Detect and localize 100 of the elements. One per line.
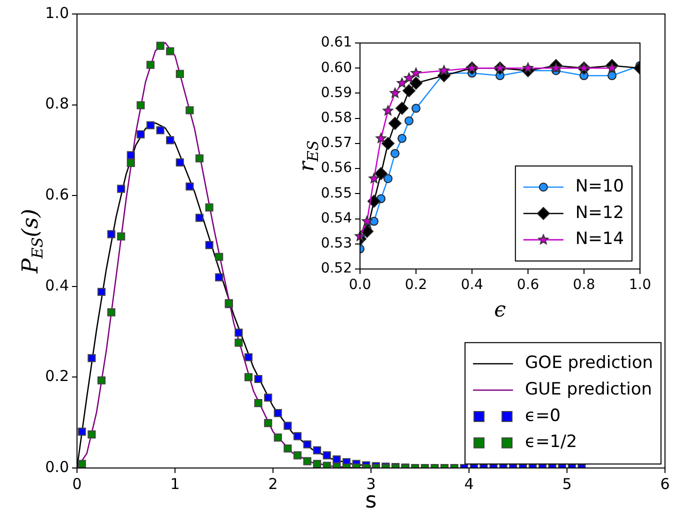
point — [384, 174, 392, 184]
legend-label: ϵ=1/2 — [525, 432, 578, 452]
y-tick-label: 0.56 — [320, 160, 352, 176]
point — [410, 76, 422, 90]
point — [195, 154, 204, 162]
x-tick-label: 2 — [268, 474, 278, 493]
point — [438, 65, 450, 76]
point — [176, 70, 184, 78]
point — [126, 151, 135, 160]
point — [382, 105, 394, 116]
point — [398, 134, 406, 143]
point — [156, 42, 164, 50]
point — [368, 194, 380, 208]
point — [215, 252, 224, 261]
point — [186, 106, 194, 114]
legend-label: N=14 — [575, 229, 624, 250]
y-tick-label: 0.60 — [320, 60, 352, 76]
y-axis-title: PES(s) — [18, 208, 46, 274]
point — [376, 132, 386, 143]
point — [166, 136, 174, 144]
point — [390, 88, 400, 98]
point — [274, 434, 282, 442]
y-tick-label: 0.59 — [320, 84, 352, 101]
point — [606, 62, 618, 73]
x-tick-label: 1 — [170, 474, 180, 493]
point — [396, 102, 408, 115]
x-tick-label: 1.0 — [628, 277, 652, 294]
point — [404, 116, 414, 126]
point — [264, 394, 272, 402]
x-tick-label: 0.6 — [516, 277, 540, 294]
point — [322, 462, 331, 468]
y-tick-label: 0.58 — [320, 110, 352, 126]
x-tick-label: 0.4 — [460, 277, 484, 294]
legend-label: GUE prediction — [525, 380, 652, 400]
legend-label: ϵ=0 — [525, 406, 561, 426]
point — [205, 241, 214, 250]
y-tick-label: 1.0 — [45, 4, 69, 22]
point — [293, 451, 302, 460]
point — [368, 173, 380, 184]
y-tick-label: 0.61 — [320, 34, 352, 51]
point — [412, 104, 420, 113]
point — [146, 121, 155, 130]
point — [522, 62, 534, 73]
x-tick-label: 0.2 — [404, 277, 428, 294]
point — [78, 460, 86, 468]
point — [176, 158, 184, 166]
legend-label: N=10 — [575, 176, 624, 197]
x-tick-label: 5 — [562, 474, 572, 493]
y-tick-label: 0.54 — [320, 210, 352, 226]
point — [550, 62, 562, 73]
point — [107, 308, 116, 316]
y-tick-label: 0.53 — [320, 236, 352, 252]
point — [254, 399, 262, 408]
point — [254, 374, 262, 384]
point — [244, 373, 253, 382]
point — [234, 338, 243, 347]
y-tick-label: 0.57 — [320, 135, 352, 152]
x-tick-label: 0 — [72, 474, 82, 493]
y-tick-label: 0.8 — [45, 94, 69, 113]
point — [303, 457, 312, 466]
point — [313, 446, 322, 454]
x-tick-label: 4 — [464, 474, 474, 493]
point — [136, 101, 145, 110]
point — [195, 214, 204, 222]
point — [360, 224, 374, 238]
point — [166, 47, 174, 56]
x-tick-label: 0.0 — [348, 277, 372, 294]
point — [382, 136, 394, 150]
point — [88, 354, 96, 362]
x-axis-title: ϵ — [494, 297, 506, 322]
point — [234, 328, 243, 337]
y-tick-label: 0.52 — [320, 260, 352, 277]
point — [97, 376, 106, 384]
point — [97, 288, 106, 296]
point — [370, 216, 378, 226]
y-tick-label: 0.6 — [45, 185, 69, 204]
point — [284, 444, 292, 453]
point — [303, 440, 312, 448]
point — [396, 78, 408, 88]
point — [313, 460, 322, 468]
point — [156, 126, 164, 134]
point — [107, 230, 116, 238]
point — [274, 409, 282, 418]
y-tick-label: 0.55 — [320, 185, 352, 202]
point — [117, 184, 126, 193]
x-tick-label: 6 — [660, 474, 670, 493]
point — [146, 60, 155, 69]
x-tick-label: 0.8 — [572, 277, 596, 294]
legend-label: N=12 — [575, 202, 624, 223]
point — [322, 451, 331, 460]
point — [404, 72, 414, 83]
point — [186, 182, 194, 191]
point — [402, 84, 416, 98]
point — [608, 71, 616, 80]
point — [215, 273, 224, 282]
point — [374, 167, 388, 180]
point — [205, 203, 214, 212]
y-axis-title: rES — [294, 140, 322, 172]
point — [78, 428, 86, 436]
point — [244, 353, 253, 362]
